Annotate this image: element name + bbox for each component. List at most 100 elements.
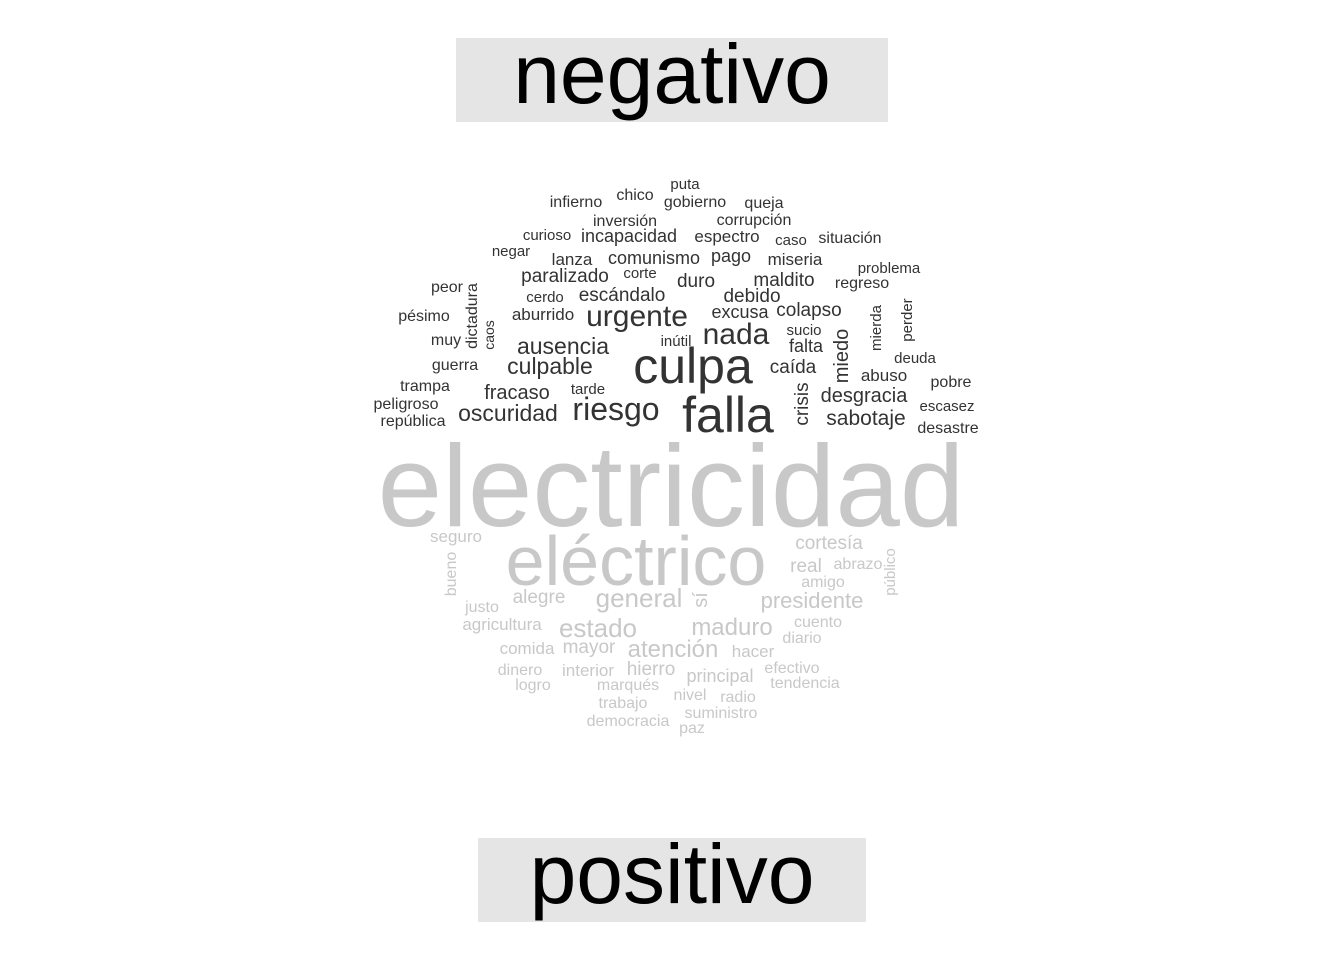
cloud-word-sabotaje: sabotaje [826, 407, 905, 430]
cloud-word-oscuridad: oscuridad [458, 400, 558, 426]
cloud-word-hierro: hierro [627, 659, 676, 680]
cloud-word-abrazo: abrazo [834, 556, 883, 573]
cloud-word-nada: nada [703, 318, 770, 351]
cloud-word-escandalo: escándalo [579, 285, 666, 306]
cloud-word-chico: chico [616, 187, 653, 204]
cloud-word-escasez: escasez [919, 398, 974, 415]
cloud-word-cortesia: cortesía [795, 533, 863, 554]
cloud-word-publico: público [882, 548, 899, 596]
cloud-word-fracaso: fracaso [484, 382, 550, 404]
cloud-word-general: general [596, 583, 683, 613]
cloud-word-aburrido: aburrido [512, 305, 574, 324]
cloud-word-falta: falta [789, 336, 824, 356]
cloud-word-crisis: crisis [792, 382, 813, 425]
cloud-word-peligroso: peligroso [374, 396, 439, 413]
cloud-word-curioso: curioso [523, 227, 571, 244]
cloud-word-lanza: lanza [552, 250, 593, 269]
cloud-word-deuda: deuda [894, 350, 936, 367]
positive-label-text: positivo [529, 827, 815, 921]
cloud-word-duro: duro [677, 271, 715, 292]
cloud-word-urgente: urgente [586, 300, 688, 333]
positive-group-label: positivo [478, 832, 866, 922]
cloud-word-marques: marqués [597, 677, 659, 694]
cloud-word-debido: debido [723, 286, 780, 307]
cloud-word-ausencia: ausencia [517, 333, 609, 359]
cloud-word-infierno: infierno [550, 194, 603, 211]
cloud-word-justo: justo [464, 599, 499, 616]
cloud-word-corrupcion: corrupción [717, 212, 792, 229]
cloud-word-pobre: pobre [931, 374, 972, 391]
cloud-word-real: real [790, 556, 822, 577]
cloud-word-problema: problema [858, 260, 921, 277]
cloud-word-guerra: guerra [432, 357, 478, 374]
cloud-word-muy: muy [431, 332, 461, 349]
cloud-word-perder: perder [899, 298, 916, 341]
cloud-word-suministro: suministro [685, 705, 758, 722]
cloud-word-maduro: maduro [691, 614, 772, 641]
cloud-word-trampa: trampa [400, 378, 450, 395]
cloud-word-mierda: mierda [868, 304, 885, 351]
cloud-word-abuso: abuso [861, 366, 907, 385]
cloud-word-desgracia: desgracia [821, 385, 909, 407]
cloud-word-desastre: desastre [917, 420, 978, 437]
cloud-word-estado: estado [559, 613, 637, 643]
cloud-word-presidente: presidente [761, 588, 864, 613]
cloud-word-caso: caso [775, 232, 807, 249]
cloud-word-interior: interior [562, 661, 614, 680]
cloud-word-gobierno: gobierno [664, 194, 726, 211]
cloud-word-amigo: amigo [801, 574, 845, 591]
cloud-word-espectro: espectro [694, 227, 759, 246]
cloud-word-culpable: culpable [507, 353, 593, 379]
cloud-word-agricultura: agricultura [462, 615, 542, 634]
negative-label-text: negativo [513, 27, 831, 121]
cloud-word-dinero: dinero [498, 662, 543, 679]
cloud-word-falla: falla [682, 387, 774, 443]
cloud-word-riesgo: riesgo [572, 391, 659, 427]
cloud-word-corte: corte [623, 265, 656, 282]
cloud-word-bueno: bueno [443, 552, 460, 597]
cloud-word-dictadura: dictadura [464, 283, 481, 349]
cloud-word-nivel: nivel [674, 687, 707, 704]
cloud-word-inutil: inútil [661, 333, 692, 350]
cloud-word-paz: paz [679, 720, 705, 737]
cloud-word-efectivo: efectivo [764, 660, 819, 677]
cloud-word-democracia: democracia [587, 713, 670, 730]
cloud-word-electricidad: electricidad [378, 421, 965, 551]
cloud-word-sucio: sucio [786, 322, 821, 339]
cloud-word-seguro: seguro [430, 527, 482, 546]
cloud-word-hacer: hacer [732, 642, 775, 661]
cloud-word-logro: logro [515, 677, 551, 694]
cloud-word-caida: caída [770, 357, 817, 378]
cloud-word-puta: puta [670, 176, 700, 193]
cloud-word-tendencia: tendencia [770, 675, 839, 692]
cloud-word-atencion: atención [628, 636, 719, 663]
cloud-word-pesimo: pésimo [398, 308, 450, 325]
cloud-word-cerdo: cerdo [526, 289, 564, 306]
cloud-word-excusa: excusa [711, 302, 769, 322]
cloud-word-miseria: miseria [768, 250, 823, 269]
cloud-word-maldito: maldito [753, 270, 814, 291]
cloud-word-principal: principal [686, 666, 753, 686]
cloud-word-caos: caos [481, 320, 497, 350]
cloud-word-mayor: mayor [563, 637, 616, 658]
cloud-word-peor: peor [431, 279, 464, 296]
cloud-word-culpa: culpa [633, 338, 753, 394]
cloud-word-republica: república [381, 413, 446, 430]
cloud-word-diario: diario [782, 630, 821, 647]
cloud-word-pago: pago [711, 246, 751, 266]
cloud-word-electrico: eléctrico [506, 522, 767, 600]
cloud-word-comunismo: comunismo [608, 248, 700, 268]
cloud-word-queja: queja [744, 195, 783, 212]
cloud-word-situacion: situación [818, 230, 881, 247]
cloud-word-negar: negar [492, 243, 530, 260]
cloud-word-cuento: cuento [794, 614, 842, 631]
cloud-word-tarde: tarde [571, 381, 605, 398]
cloud-word-miedo: miedo [831, 329, 853, 383]
negative-group-label: negativo [456, 32, 888, 122]
cloud-word-radio: radio [720, 689, 756, 706]
cloud-word-inversion: inversión [593, 213, 657, 230]
cloud-word-regreso: regreso [835, 275, 889, 292]
cloud-word-colapso: colapso [776, 300, 842, 321]
cloud-word-alegre: alegre [513, 587, 566, 608]
